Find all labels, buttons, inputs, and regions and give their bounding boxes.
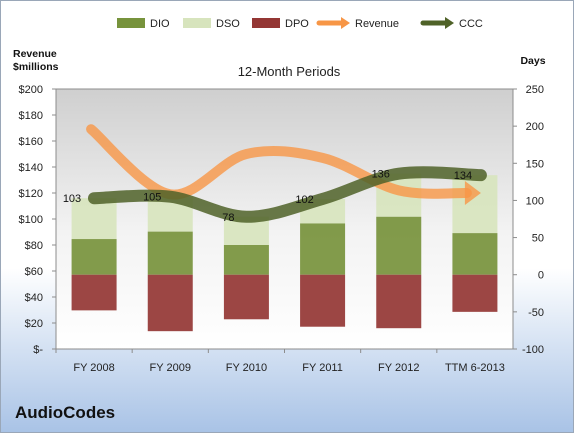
right-axis-tick-label: -100: [522, 344, 544, 356]
left-axis-tick-label: $200: [19, 84, 43, 96]
dso-bar: [452, 175, 498, 234]
dpo-bar: [452, 274, 498, 312]
ccc-data-label: 102: [295, 194, 313, 206]
left-axis-tick-label: $140: [19, 162, 43, 174]
x-axis-tick-label: FY 2011: [302, 362, 343, 374]
plot-area: [55, 88, 514, 350]
left-axis-title: Revenue $millions: [13, 48, 60, 73]
right-axis-tick-label: -50: [528, 307, 544, 319]
right-axis-tick-label: 0: [538, 270, 544, 282]
legend-label-dso: DSO: [216, 18, 240, 30]
ccc-data-label: 78: [222, 212, 234, 224]
right-axis-tick-label: 100: [526, 195, 544, 207]
ccc-data-label: 134: [454, 170, 472, 182]
dio-bar: [147, 231, 193, 275]
legend-arrowhead-ccc: [445, 17, 454, 29]
company-name: AudioCodes: [15, 403, 116, 422]
dio-bar: [71, 239, 117, 275]
left-axis-tick-label: $100: [19, 214, 43, 226]
right-axis-tick-label: 50: [532, 233, 544, 245]
legend-arrowhead-revenue: [341, 17, 350, 29]
legend-label-dio: DIO: [150, 18, 170, 30]
dso-bar: [71, 198, 117, 240]
legend-swatch-dso: [183, 18, 211, 28]
ccc-data-label: 105: [143, 192, 161, 204]
legend-label-revenue: Revenue: [355, 18, 399, 30]
left-axis-tick-label: $160: [19, 136, 43, 148]
revenue-arrowhead: [464, 181, 481, 205]
legend-label-dpo: DPO: [285, 18, 309, 30]
dpo-bar: [147, 274, 193, 332]
legend-label-ccc: CCC: [459, 18, 483, 30]
dio-bar: [452, 233, 498, 275]
legend-swatch-dio: [117, 18, 145, 28]
dio-bar: [300, 223, 346, 275]
x-axis-tick-label: TTM 6-2013: [445, 362, 505, 374]
chart-title: 12-Month Periods: [238, 64, 341, 79]
right-axis-tick-label: 250: [526, 84, 544, 96]
dpo-bar: [300, 274, 346, 327]
x-axis-tick-label: FY 2010: [226, 362, 267, 374]
left-axis-tick-label: $20: [25, 318, 43, 330]
left-axis-tick-label: $180: [19, 110, 43, 122]
dpo-bar: [376, 274, 422, 329]
right-axis-tick-label: 200: [526, 121, 544, 133]
left-axis-tick-label: $40: [25, 292, 43, 304]
x-axis-tick-label: FY 2008: [73, 362, 114, 374]
left-axis-tick-label: $-: [33, 344, 43, 356]
right-axis-tick-label: 150: [526, 158, 544, 170]
x-axis-tick-label: FY 2009: [150, 362, 191, 374]
dio-bar: [376, 216, 422, 275]
revenue-line: [86, 124, 472, 200]
dio-bar: [223, 245, 269, 275]
ccc-data-label: 136: [372, 169, 390, 181]
ccc-line: [88, 166, 487, 223]
dpo-bar: [223, 274, 269, 320]
left-axis-tick-label: $120: [19, 188, 43, 200]
ccc-data-label: 103: [63, 193, 81, 205]
x-axis-tick-label: FY 2012: [378, 362, 419, 374]
dpo-bar: [71, 274, 117, 311]
right-axis-title: Days: [520, 55, 545, 67]
legend-swatch-dpo: [252, 18, 280, 28]
left-axis-tick-label: $80: [25, 240, 43, 252]
left-axis-tick-label: $60: [25, 266, 43, 278]
